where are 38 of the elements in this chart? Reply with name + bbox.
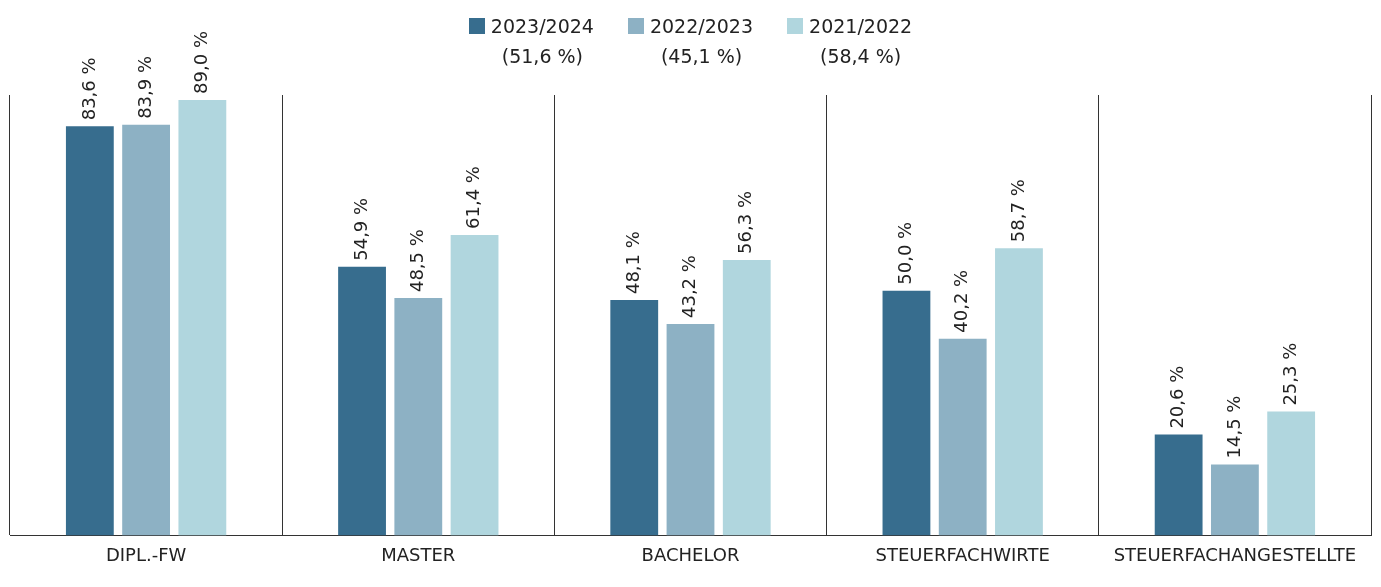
bar [1210, 464, 1259, 536]
x-tick-label: STEUERFACHANGESTELLTE [1113, 543, 1357, 565]
bar [122, 124, 171, 536]
x-tick-label: STEUERFACHWIRTE [875, 543, 1050, 565]
data-label: 25,3 % [1278, 342, 1300, 406]
legend-label: 2021/2022 (58,4 %) [809, 14, 913, 69]
bar [938, 338, 987, 536]
bar [610, 300, 659, 536]
x-tick-label: DIPL.-FW [105, 543, 187, 565]
data-label: 83,9 % [133, 55, 155, 119]
data-label: 54,9 % [349, 197, 371, 261]
legend-label: 2022/2023 (45,1 %) [649, 14, 754, 69]
data-label: 43,2 % [678, 255, 700, 319]
bar [1154, 434, 1203, 536]
data-label: 56,3 % [734, 191, 756, 254]
data-label: 20,6 % [1166, 365, 1188, 429]
data-label: 40,2 % [950, 269, 972, 333]
data-label: 50,0 % [894, 221, 916, 285]
bar [1267, 411, 1316, 536]
bar [666, 324, 715, 536]
bar [394, 298, 443, 536]
x-tick-label: MASTER [381, 543, 456, 565]
data-label: 48,1 % [621, 231, 643, 295]
x-tick-label: BACHELOR [641, 543, 740, 565]
data-label: 14,5 % [1222, 395, 1244, 459]
bar [65, 126, 114, 536]
bar [450, 234, 499, 536]
data-label: 48,5 % [405, 229, 427, 293]
bar [338, 266, 386, 536]
bar [882, 290, 931, 536]
data-label: 58,7 % [1006, 179, 1028, 243]
data-label: 61,4 % [462, 166, 484, 229]
bar [178, 99, 227, 536]
bar [995, 248, 1043, 536]
bar [722, 259, 771, 536]
data-label: 83,6 % [77, 57, 99, 121]
data-label: 89,0 % [190, 30, 212, 94]
legend-label: 2023/2024 (51,6 %) [490, 14, 594, 69]
